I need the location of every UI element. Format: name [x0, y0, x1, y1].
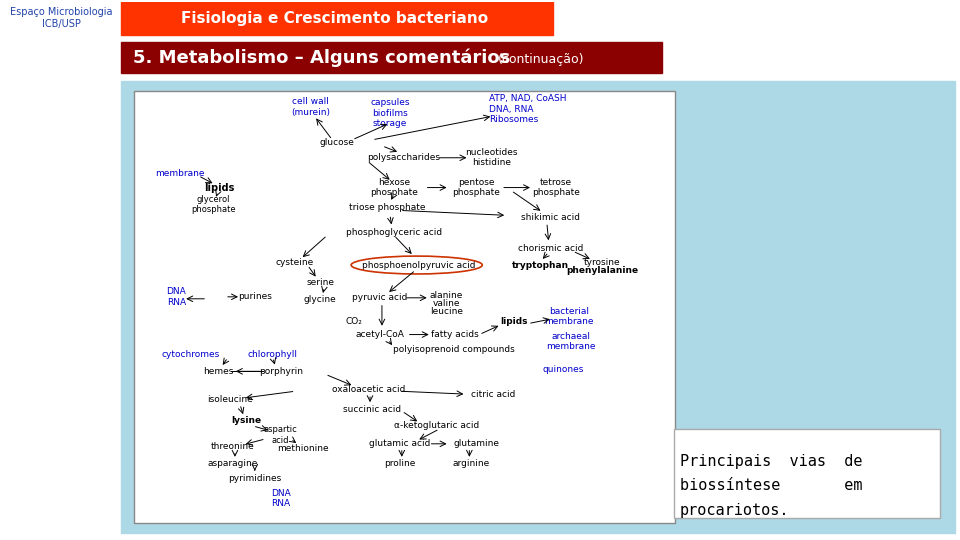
- Text: hemes: hemes: [203, 367, 233, 376]
- Text: glutamic acid: glutamic acid: [370, 440, 430, 448]
- Text: porphyrin: porphyrin: [258, 367, 302, 376]
- Text: succinic acid: succinic acid: [343, 404, 401, 414]
- Text: membrane: membrane: [156, 169, 205, 178]
- Text: phosphoenolpyruvic acid: phosphoenolpyruvic acid: [362, 260, 475, 269]
- Bar: [133, 91, 675, 523]
- Text: asparagine: asparagine: [207, 459, 258, 468]
- Text: valine: valine: [433, 299, 460, 308]
- Text: cell wall
(murein): cell wall (murein): [291, 97, 330, 117]
- Text: shikimic acid: shikimic acid: [521, 213, 580, 222]
- Text: cysteine: cysteine: [276, 258, 314, 267]
- Text: glutamine: glutamine: [453, 440, 499, 448]
- Text: aspartic
acid: aspartic acid: [264, 425, 298, 444]
- Text: arginine: arginine: [453, 459, 490, 468]
- Text: tyrosine: tyrosine: [584, 258, 621, 267]
- Text: pentose
phosphate: pentose phosphate: [452, 178, 500, 197]
- Text: cytochromes: cytochromes: [161, 350, 220, 359]
- Bar: [121, 2, 553, 35]
- Text: lipids: lipids: [204, 183, 234, 193]
- Text: fatty acids: fatty acids: [431, 330, 478, 339]
- Text: Espaço Microbiologia: Espaço Microbiologia: [10, 7, 112, 17]
- Bar: [121, 82, 955, 533]
- Text: alanine: alanine: [430, 291, 463, 300]
- Text: nucleotides
histidine: nucleotides histidine: [465, 148, 517, 167]
- Text: phenylalanine: phenylalanine: [566, 267, 638, 275]
- Bar: [121, 42, 662, 73]
- Text: lysine: lysine: [230, 416, 261, 426]
- Text: bacterial
membrane: bacterial membrane: [544, 307, 593, 326]
- Text: quinones: quinones: [542, 365, 584, 374]
- Text: Principais  vias  de
biossíntese       em
procariotos.: Principais vias de biossíntese em procar…: [680, 454, 862, 518]
- Text: ATP, NAD, CoASH
DNA, RNA
Ribosomes: ATP, NAD, CoASH DNA, RNA Ribosomes: [490, 94, 566, 124]
- Bar: [674, 429, 940, 518]
- Text: DNA
RNA: DNA RNA: [271, 489, 291, 508]
- Text: Fisiologia e Crescimento bacteriano: Fisiologia e Crescimento bacteriano: [180, 11, 488, 26]
- Text: serine: serine: [306, 279, 334, 287]
- Text: isoleucine: isoleucine: [207, 395, 252, 403]
- Text: ICB/USP: ICB/USP: [41, 19, 81, 29]
- Text: phosphoglyceric acid: phosphoglyceric acid: [346, 228, 442, 237]
- Text: glucose: glucose: [320, 138, 354, 147]
- Text: (continuação): (continuação): [498, 53, 585, 66]
- Text: chorismic acid: chorismic acid: [518, 244, 584, 253]
- Text: citric acid: citric acid: [471, 390, 516, 399]
- Text: pyruvic acid: pyruvic acid: [352, 293, 408, 302]
- Text: glycine: glycine: [304, 295, 337, 305]
- Text: 5. Metabolismo – Alguns comentários: 5. Metabolismo – Alguns comentários: [132, 48, 516, 67]
- Text: threonine: threonine: [211, 442, 254, 451]
- Text: polyisoprenoid compounds: polyisoprenoid compounds: [393, 345, 515, 354]
- Text: oxaloacetic acid: oxaloacetic acid: [332, 384, 406, 394]
- Text: DNA
RNA: DNA RNA: [166, 287, 186, 307]
- Text: tetrose
phosphate: tetrose phosphate: [532, 178, 580, 197]
- Text: CO₂: CO₂: [346, 317, 363, 326]
- Text: α-ketoglutaric acid: α-ketoglutaric acid: [394, 421, 479, 430]
- Text: polysaccharides: polysaccharides: [368, 153, 441, 162]
- Text: tryptophan: tryptophan: [513, 260, 569, 269]
- Text: acetyl-CoA: acetyl-CoA: [355, 330, 404, 339]
- Text: leucine: leucine: [430, 307, 463, 316]
- Text: triose phosphate: triose phosphate: [348, 203, 425, 212]
- Text: lipids: lipids: [500, 317, 528, 326]
- Text: hexose
phosphate: hexose phosphate: [370, 178, 418, 197]
- Text: proline: proline: [384, 459, 416, 468]
- Text: archaeal
membrane: archaeal membrane: [546, 332, 595, 351]
- Text: capsules
biofilms
storage: capsules biofilms storage: [371, 98, 410, 128]
- Text: methionine: methionine: [276, 444, 328, 453]
- Text: purines: purines: [238, 292, 272, 301]
- Text: glycerol
phosphate: glycerol phosphate: [191, 195, 235, 214]
- Text: pyrimidines: pyrimidines: [228, 474, 281, 483]
- Text: chlorophyll: chlorophyll: [248, 350, 298, 359]
